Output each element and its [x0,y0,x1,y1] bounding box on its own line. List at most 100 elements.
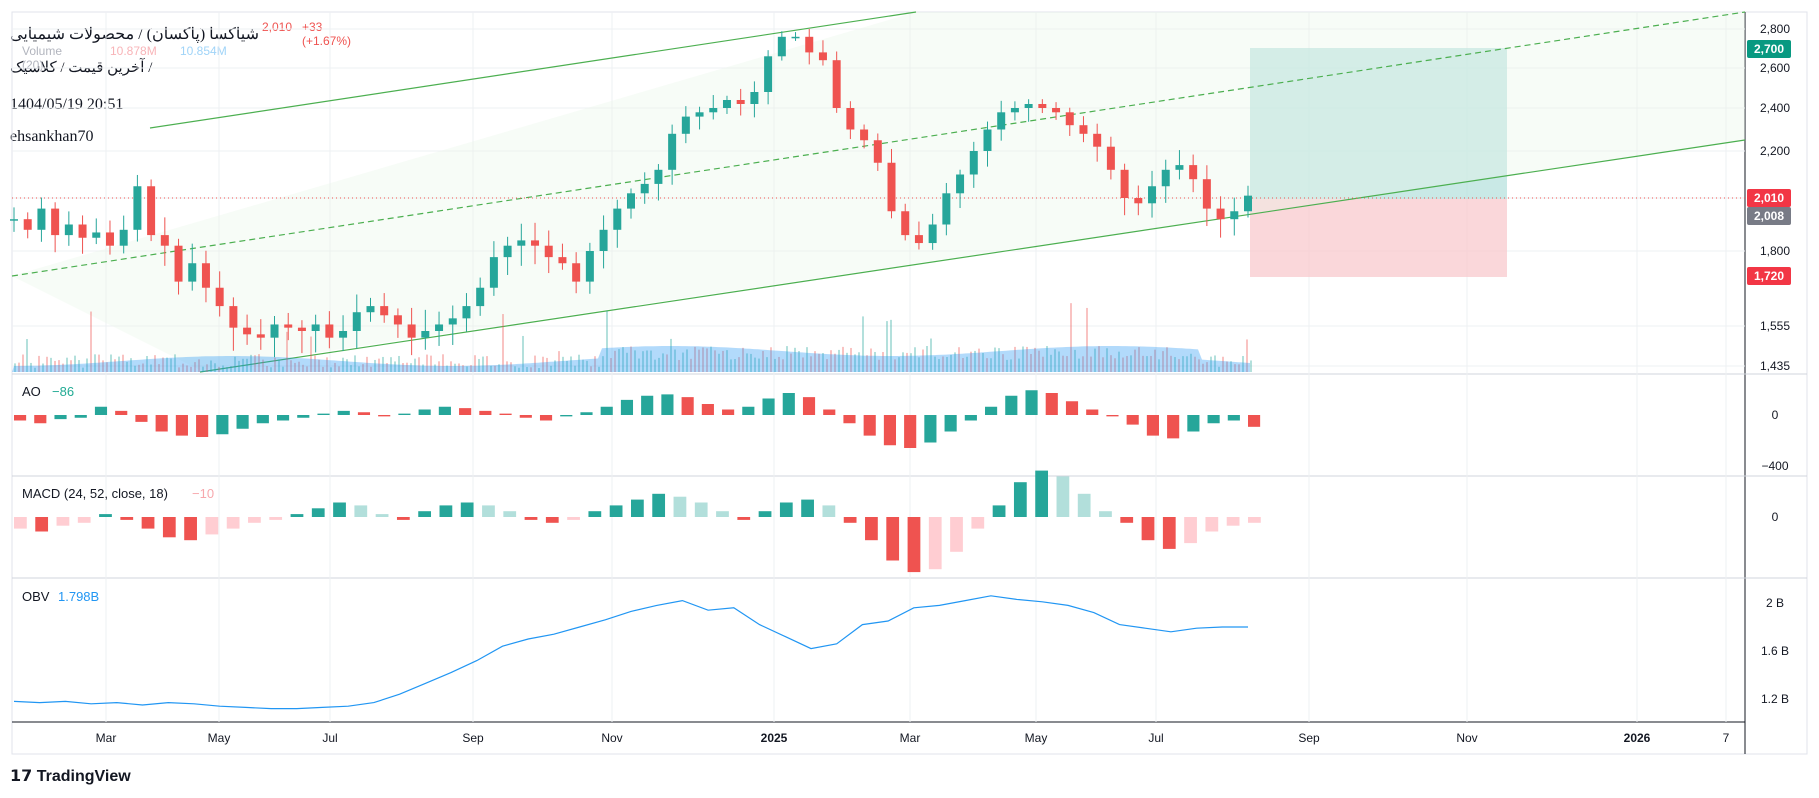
volume-bar [730,359,732,372]
macd-bar [226,517,240,529]
macd-value: −10 [192,486,214,501]
volume-bar [242,358,244,372]
time-axis[interactable]: Mar May Jul Sep Nov 2025 Mar May Jul Sep Nov 2026 7 [96,731,1730,745]
volume-bar [946,357,948,372]
channel-mid-line[interactable] [11,11,1746,277]
macd-bar [545,517,559,523]
macd-bar [184,517,197,541]
candle-body [1065,112,1074,126]
channel-outer-line[interactable] [149,11,917,129]
volume-bar [178,367,180,372]
candle-body [846,108,855,130]
volume-bar [882,352,884,372]
macd-bar [418,511,432,517]
volume-bar [18,362,20,372]
candle-body [942,193,951,225]
candle-body [956,174,965,194]
volume-bar [1138,347,1140,372]
volume-bar [562,356,564,372]
volume-bar [746,353,748,372]
volume-bar [22,354,24,372]
macd-bar [822,505,836,517]
ao-bar [34,415,47,424]
position-stop-zone[interactable] [1250,199,1507,277]
price-tick-label: 2,400 [1760,101,1790,115]
candle-body [1079,125,1088,134]
volume-bar [654,359,656,372]
candle-body [1148,186,1157,204]
volume-bar [282,366,284,372]
ao-bar [580,412,593,415]
volume-bar [346,359,348,372]
pane-titles: AO −86 MACD (24, 52, close, 18) −10 OBV 1.798… [22,384,214,604]
volume-bar [794,347,796,372]
candle-body [928,224,937,244]
candle-body [1093,133,1102,147]
candle-body [1244,195,1252,212]
last-price-tag-bg [1747,189,1791,207]
volume-bar [490,365,492,372]
volume-bar [182,363,184,372]
volume-value: 10.878M [110,44,157,58]
volume-bar [986,358,988,372]
volume-bar [14,363,16,372]
ao-bar [1065,401,1079,415]
volume-bar [894,359,896,372]
price-tick-label: 1,555 [1760,319,1790,333]
position-target-zone[interactable] [1250,48,1507,199]
volume-bar [454,363,456,372]
price-tick-label: 1,435 [1760,359,1790,373]
volume-bar [618,349,620,372]
candle-body [160,235,169,246]
volume-bar [358,366,360,372]
macd-bar [865,517,878,541]
volume-bar [222,365,224,372]
volume-bar [538,367,540,372]
macd-bar [35,517,49,532]
volume-bar [314,355,316,372]
ao-bar [1005,395,1018,415]
channel-lower-line[interactable] [199,139,1746,373]
candle-body [325,324,334,338]
volume-bar [298,361,300,372]
volume-bars [12,303,1252,372]
volume-bar [86,358,88,372]
volume-bar [46,356,48,372]
volume-bar [1082,356,1084,372]
volume-bar [998,348,1000,372]
volume-bar [858,352,860,372]
volume-bar [626,352,628,372]
volume-bar [214,363,216,372]
ao-bar [681,397,694,415]
volume-bar [382,356,384,372]
candle-body [791,36,800,39]
volume-bar [338,366,340,372]
volume-bar [70,360,72,372]
volume-bar [702,347,704,372]
candle-body [462,306,471,319]
candle-body [969,151,978,175]
ao-title: AO [22,384,41,399]
ao-bar [1106,415,1119,417]
chart-canvas[interactable]: 2,8002,6002,4002,2002,0001,8001,5551,435… [0,0,1819,760]
volume-bar [610,358,612,372]
volume-bar [58,360,60,372]
volume-bar [582,359,584,372]
time-tick-label: Nov [1456,731,1477,745]
candle-body [119,229,128,246]
candle-body [517,240,526,246]
volume-bar [706,348,708,372]
candle-body [380,306,389,316]
volume-bar [1106,348,1108,372]
volume-bar [154,355,156,372]
volume-bar [1114,358,1116,372]
volume-bar [878,359,880,372]
macd-bar [886,517,900,561]
volume-bar [1042,356,1044,372]
candles [10,29,1252,358]
volume-bar [1002,354,1004,372]
volume-bar [254,355,256,372]
volume-bar [150,364,152,372]
price-axis[interactable]: 2,8002,6002,4002,2002,0001,8001,5551,435… [1760,22,1790,706]
volume-bar [650,350,652,372]
